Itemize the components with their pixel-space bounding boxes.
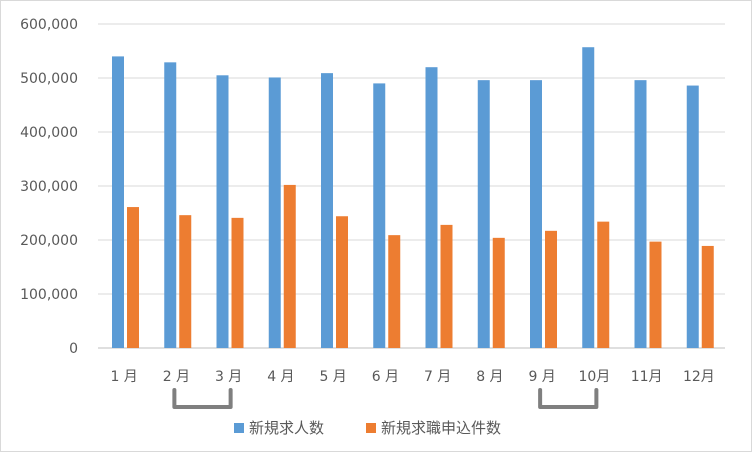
bar-series2 — [701, 245, 714, 348]
bar-series1 — [425, 67, 438, 348]
bar-series2 — [127, 207, 139, 348]
bar-series1 — [216, 75, 229, 349]
bar-series1 — [582, 47, 595, 348]
bar-series1 — [373, 83, 386, 349]
x-tick-label: 2 月 — [163, 369, 190, 385]
y-tick-label: 400,000 — [20, 125, 78, 141]
bar-series1 — [530, 80, 542, 348]
gridlines — [98, 23, 725, 349]
x-tick-label: 9 月 — [528, 369, 555, 385]
x-tick-label: 4 月 — [267, 369, 294, 385]
y-tick-label: 0 — [69, 341, 78, 357]
bar-series2 — [492, 237, 505, 348]
x-tick-label: 8 月 — [476, 369, 503, 385]
legend: 新規求人数 新規求職申込件数 — [234, 419, 501, 437]
y-axis-ticks: 0 100,000 200,000 300,000 400,000 500,000 600,… — [20, 17, 78, 357]
bars — [112, 47, 714, 349]
bar-series1 — [477, 80, 490, 348]
y-tick-label: 500,000 — [20, 71, 78, 87]
legend-label: 新規求職申込件数 — [381, 419, 501, 437]
legend-label: 新規求人数 — [249, 419, 324, 437]
bar-series2 — [440, 224, 453, 348]
bracket-annotation — [172, 388, 233, 409]
bracket-annotation — [538, 388, 599, 409]
bar-series1 — [686, 85, 699, 348]
legend-swatch — [234, 423, 244, 433]
x-tick-label: 3 月 — [215, 369, 242, 385]
bar-series2 — [283, 184, 296, 348]
x-tick-label: 10月 — [578, 369, 610, 385]
bar-series2 — [597, 221, 610, 348]
bar-series1 — [268, 77, 281, 349]
brackets — [172, 388, 599, 409]
bar-series2 — [336, 216, 348, 348]
x-axis-ticks: 1 月 2 月 3 月 4 月 5 月 6 月 7 月 8 月 9 月 10月 11月 12月 — [110, 369, 714, 385]
y-tick-label: 100,000 — [20, 287, 78, 303]
bar-series1 — [321, 73, 333, 348]
legend-swatch — [366, 423, 376, 433]
bar-series2 — [545, 230, 557, 348]
bar-series2 — [388, 235, 401, 348]
x-tick-label: 1 月 — [110, 369, 137, 385]
x-tick-label: 11月 — [631, 369, 663, 385]
bar-series2 — [231, 217, 244, 348]
x-tick-label: 6 月 — [372, 369, 399, 385]
y-tick-label: 600,000 — [20, 17, 78, 33]
bar-series1 — [164, 62, 177, 349]
x-tick-label: 7 月 — [424, 369, 451, 385]
bar-series2 — [649, 241, 662, 348]
x-tick-label: 12月 — [683, 369, 715, 385]
x-tick-label: 5 月 — [319, 369, 346, 385]
bar-series1 — [634, 80, 647, 348]
bar-series2 — [179, 215, 192, 348]
bar-series1 — [112, 56, 124, 349]
y-tick-label: 200,000 — [20, 233, 78, 249]
y-tick-label: 300,000 — [20, 179, 78, 195]
